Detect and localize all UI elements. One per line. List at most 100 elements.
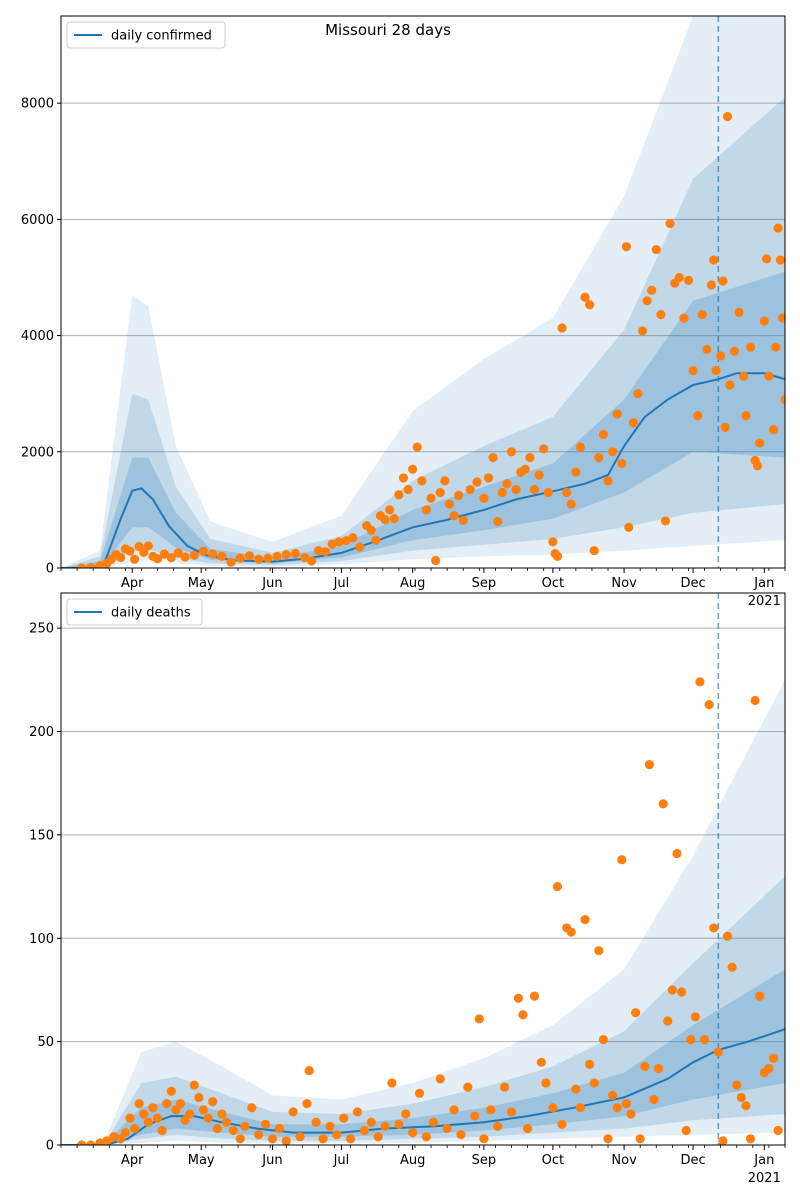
- observed-point: [398, 473, 409, 483]
- observed-point: [313, 545, 324, 556]
- observed-point: [260, 1119, 271, 1129]
- observed-point: [603, 1134, 613, 1144]
- observed-point: [444, 499, 455, 509]
- observed-point: [635, 1134, 645, 1144]
- observed-point: [676, 987, 687, 997]
- observed-point: [562, 487, 572, 498]
- observed-point: [159, 549, 170, 559]
- chart-title: Missouri 28 days: [325, 21, 451, 39]
- observed-point: [189, 1080, 199, 1090]
- observed-point: [208, 1096, 218, 1107]
- x-tick-label: Jun: [261, 576, 282, 591]
- observed-point: [775, 255, 785, 265]
- x-tick-label: May: [188, 1153, 215, 1168]
- observed-point: [704, 700, 714, 710]
- observed-point: [198, 546, 209, 556]
- y-tick-label: 6000: [21, 213, 54, 228]
- observed-point: [628, 418, 638, 428]
- x-tick-label: Jan: [753, 576, 774, 591]
- legend-label: daily confirmed: [111, 29, 212, 44]
- y-tick-label: 200: [29, 725, 54, 740]
- x-year-label: 2021: [748, 594, 781, 609]
- observed-point: [612, 409, 622, 419]
- observed-point: [185, 1109, 195, 1119]
- x-year-label: 2021: [748, 1171, 781, 1186]
- y-tick-label: 50: [37, 1035, 54, 1050]
- observed-point: [394, 1119, 404, 1129]
- observed-point: [608, 447, 618, 457]
- observed-point: [458, 515, 468, 525]
- observed-point: [642, 296, 652, 306]
- y-tick-label: 4000: [21, 329, 54, 344]
- observed-point: [651, 244, 661, 255]
- observed-point: [212, 1123, 222, 1134]
- observed-point: [408, 1127, 418, 1138]
- observed-point: [624, 522, 634, 532]
- observed-point: [189, 550, 199, 560]
- observed-point: [228, 1125, 238, 1136]
- observed-point: [741, 1101, 751, 1111]
- observed-point: [226, 557, 236, 567]
- observed-point: [736, 1092, 746, 1103]
- x-tick-label: Apr: [121, 576, 144, 591]
- observed-point: [263, 553, 273, 563]
- observed-point: [594, 946, 604, 956]
- observed-point: [479, 493, 489, 503]
- observed-point: [120, 1127, 130, 1138]
- observed-point: [663, 1016, 673, 1026]
- observed-point: [617, 855, 627, 865]
- observed-point: [695, 677, 705, 687]
- observed-point: [300, 552, 310, 563]
- observed-point: [139, 1109, 149, 1119]
- observed-point: [752, 461, 763, 471]
- observed-point: [773, 1125, 783, 1136]
- x-tick-label: Sep: [472, 1153, 497, 1168]
- observed-point: [548, 537, 558, 547]
- band-middle: [61, 876, 785, 1145]
- observed-point: [658, 799, 668, 809]
- y-tick-label: 8000: [21, 97, 54, 112]
- observed-point: [686, 1034, 696, 1045]
- observed-point: [221, 1117, 232, 1127]
- observed-point: [366, 525, 376, 535]
- observed-point: [355, 542, 365, 552]
- observed-point: [536, 1057, 546, 1067]
- observed-point: [697, 310, 707, 320]
- observed-point: [778, 313, 785, 323]
- observed-point: [203, 1113, 213, 1123]
- observed-point: [552, 881, 563, 892]
- observed-point: [152, 554, 163, 564]
- observed-point: [332, 1130, 342, 1140]
- x-tick-label: Dec: [680, 576, 705, 591]
- observed-point: [254, 1130, 264, 1140]
- observed-point: [180, 552, 190, 562]
- observed-point: [702, 344, 712, 355]
- observed-point: [608, 1090, 618, 1100]
- observed-point: [235, 1134, 245, 1144]
- observed-point: [722, 111, 733, 122]
- observed-point: [148, 1103, 158, 1113]
- band-outer: [61, 679, 785, 1145]
- observed-point: [575, 442, 586, 452]
- observed-point: [598, 1034, 609, 1045]
- observed-point: [449, 1105, 459, 1115]
- observed-point: [739, 371, 749, 381]
- observed-point: [217, 551, 227, 561]
- observed-point: [557, 323, 567, 333]
- observed-point: [208, 549, 218, 559]
- observed-point: [394, 490, 404, 500]
- observed-point: [640, 1061, 650, 1072]
- observed-point: [426, 493, 436, 503]
- observed-point: [660, 516, 671, 526]
- observed-point: [408, 464, 418, 474]
- observed-point: [552, 551, 563, 561]
- band-middle: [61, 97, 785, 568]
- observed-point: [725, 380, 735, 390]
- observed-point: [709, 255, 719, 265]
- observed-point: [371, 535, 381, 545]
- x-tick-label: Jan: [753, 1153, 774, 1168]
- observed-point: [688, 365, 698, 376]
- observed-point: [580, 915, 590, 925]
- observed-point: [720, 422, 730, 432]
